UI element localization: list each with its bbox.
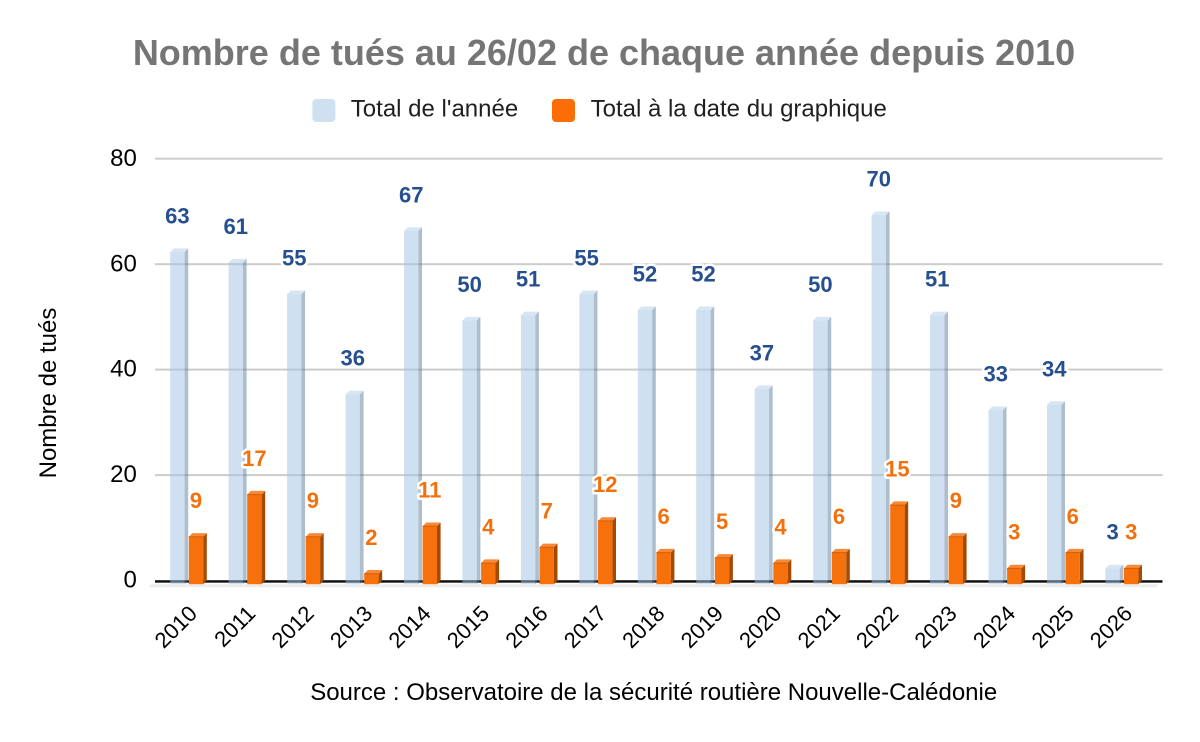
svg-text:52: 52 <box>633 261 657 286</box>
svg-text:63: 63 <box>165 203 189 228</box>
svg-text:5: 5 <box>716 509 728 534</box>
svg-text:6: 6 <box>1067 504 1079 529</box>
svg-text:52: 52 <box>691 261 715 286</box>
svg-text:33: 33 <box>983 362 1007 387</box>
svg-text:3: 3 <box>1125 520 1137 545</box>
svg-text:2: 2 <box>365 525 377 550</box>
svg-text:6: 6 <box>833 504 845 529</box>
svg-text:70: 70 <box>867 167 891 192</box>
svg-text:55: 55 <box>574 246 598 271</box>
svg-text:11: 11 <box>418 478 441 503</box>
svg-text:40: 40 <box>110 356 137 383</box>
svg-text:Nombre de tués au 26/02 de cha: Nombre de tués au 26/02 de chaque année … <box>133 32 1075 73</box>
svg-text:80: 80 <box>110 145 137 172</box>
svg-text:17: 17 <box>242 446 266 471</box>
svg-text:9: 9 <box>307 488 319 513</box>
svg-text:61: 61 <box>224 214 248 239</box>
svg-text:51: 51 <box>925 267 949 292</box>
svg-text:Total de l'année: Total de l'année <box>351 96 518 123</box>
svg-text:Nombre de tués: Nombre de tués <box>35 308 62 479</box>
svg-text:Total à la date du graphique: Total à la date du graphique <box>591 96 887 123</box>
svg-text:55: 55 <box>282 246 306 271</box>
svg-text:0: 0 <box>123 567 136 594</box>
svg-text:36: 36 <box>341 346 365 371</box>
svg-text:15: 15 <box>885 456 909 481</box>
svg-text:50: 50 <box>808 272 832 297</box>
svg-text:3: 3 <box>1106 520 1118 545</box>
svg-text:3: 3 <box>1008 520 1020 545</box>
svg-text:12: 12 <box>593 472 617 497</box>
svg-text:50: 50 <box>457 272 481 297</box>
svg-text:34: 34 <box>1042 356 1067 381</box>
svg-text:9: 9 <box>190 488 202 513</box>
svg-text:4: 4 <box>774 514 787 539</box>
svg-text:60: 60 <box>110 250 137 277</box>
svg-text:9: 9 <box>950 488 962 513</box>
svg-text:51: 51 <box>516 267 540 292</box>
svg-text:20: 20 <box>110 461 137 488</box>
svg-text:4: 4 <box>482 514 495 539</box>
svg-text:Source : Observatoire de la sé: Source : Observatoire de la sécurité rou… <box>310 679 997 706</box>
svg-text:7: 7 <box>541 499 553 524</box>
svg-text:37: 37 <box>750 340 774 365</box>
svg-text:6: 6 <box>657 504 669 529</box>
svg-text:67: 67 <box>399 182 423 207</box>
